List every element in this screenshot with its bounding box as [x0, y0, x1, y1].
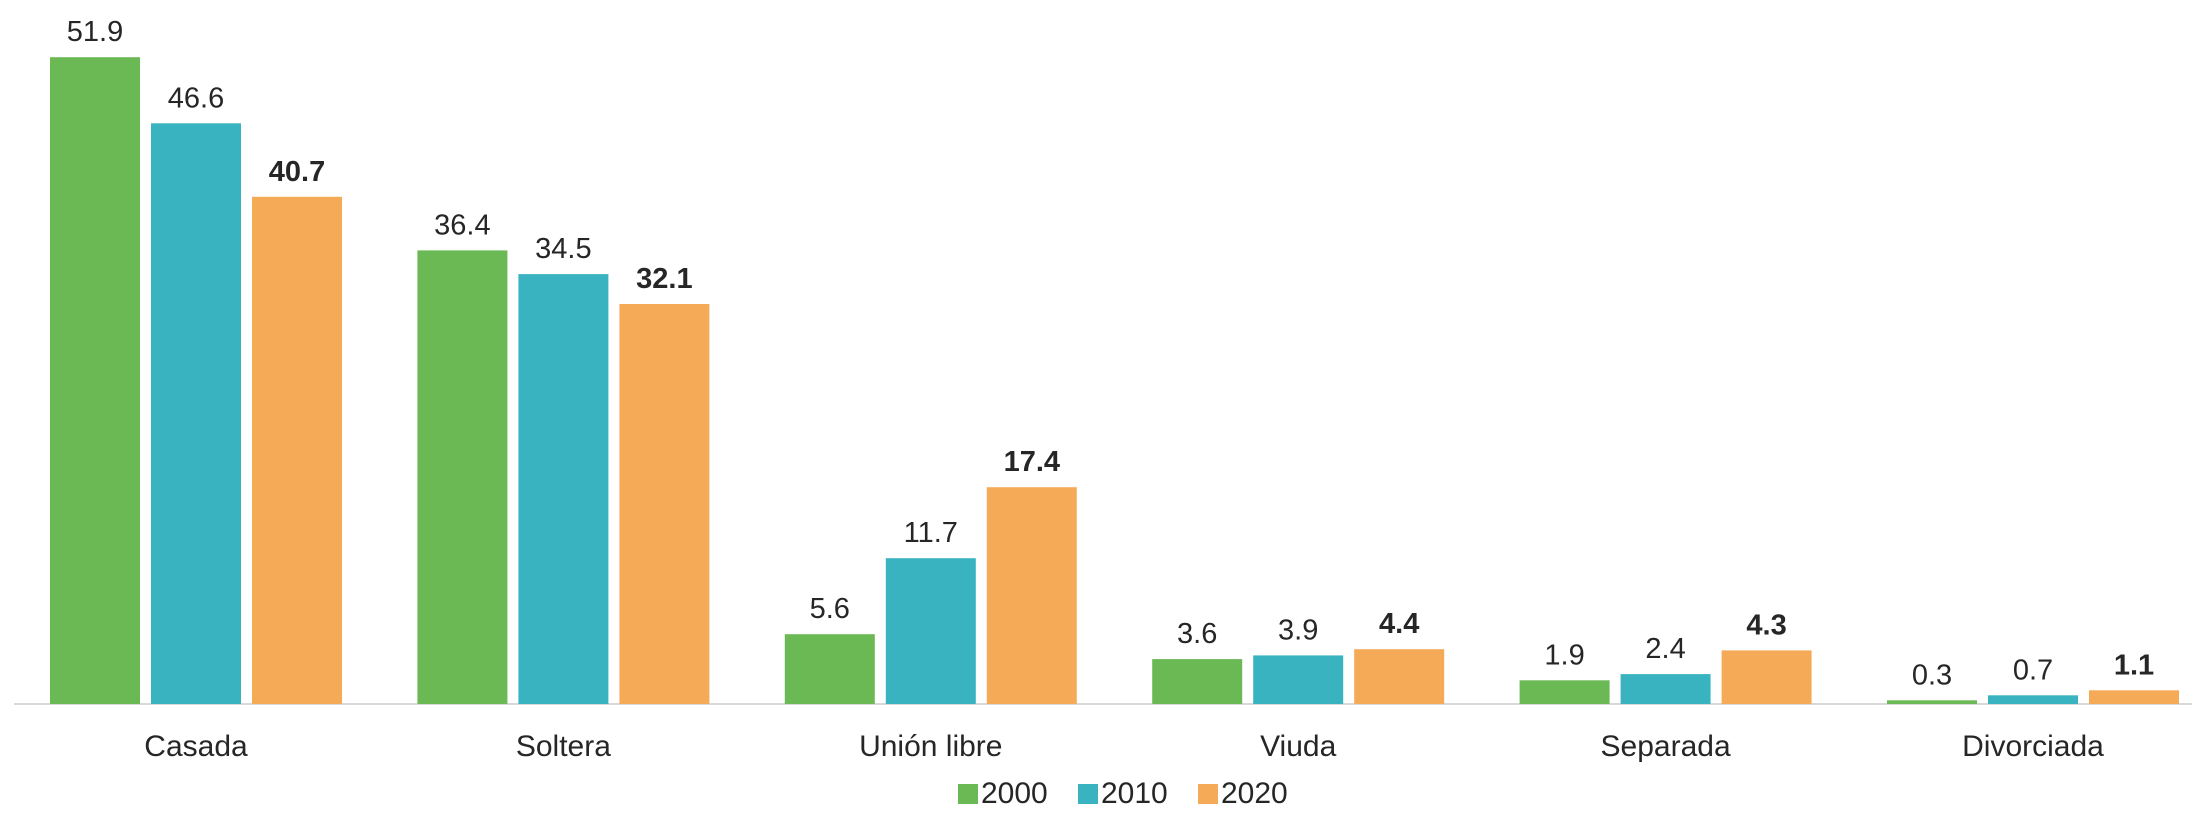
bar-casada-2010: [151, 123, 241, 705]
value-label-separada-2000: 1.9: [1544, 639, 1584, 671]
value-label-separada-2010: 2.4: [1645, 633, 1685, 665]
value-label-union-libre-2010: 11.7: [904, 517, 958, 549]
value-label-viuda-2000: 3.6: [1177, 618, 1217, 650]
category-label-separada: Separada: [1601, 730, 1731, 763]
category-label-casada: Casada: [144, 730, 248, 763]
legend-label-2010: 2010: [1101, 777, 1168, 810]
value-label-soltera-2020: 32.1: [636, 263, 692, 295]
bar-viuda-2000: [1152, 659, 1243, 704]
value-label-union-libre-2020: 17.4: [1004, 446, 1060, 478]
value-label-casada-2010: 46.6: [168, 82, 224, 114]
value-label-casada-2000: 51.9: [67, 16, 123, 48]
bar-viuda-2020: [1354, 649, 1445, 704]
category-label-divorciada: Divorciada: [1962, 730, 2104, 763]
bar-separada-2010: [1620, 674, 1711, 704]
bar-casada-2020: [252, 196, 342, 705]
bar-separada-2020: [1721, 650, 1812, 704]
value-label-casada-2020: 40.7: [269, 156, 325, 188]
bar-soltera-2010: [518, 274, 609, 704]
category-label-viuda: Viuda: [1260, 730, 1337, 763]
category-label-union-libre: Unión libre: [859, 730, 1002, 763]
legend-swatch-2000: [958, 784, 978, 804]
value-label-divorciada-2000: 0.3: [1912, 659, 1952, 691]
value-label-soltera-2010: 34.5: [535, 233, 591, 265]
value-label-union-libre-2000: 5.6: [810, 593, 850, 625]
bar-viuda-2010: [1253, 655, 1344, 704]
value-label-separada-2020: 4.3: [1746, 609, 1786, 641]
bar-casada-2000: [50, 57, 140, 704]
value-label-soltera-2000: 36.4: [434, 209, 490, 241]
value-label-viuda-2020: 4.4: [1379, 608, 1419, 640]
bar-separada-2000: [1519, 680, 1610, 704]
category-label-soltera: Soltera: [516, 730, 611, 763]
bar-soltera-2020: [619, 304, 710, 704]
bar-divorciada-2000: [1887, 700, 1977, 704]
value-labels-layer: 51.9 46.6 40.7 36.4 34.5 32.1 5.6 11.7 17.4 3.6 3.…: [67, 16, 2154, 691]
bar-union-libre-2000: [784, 634, 875, 704]
legend: 2000 2010 2020: [958, 777, 1288, 810]
category-labels-layer: Casada Soltera Unión libre Viuda Separada Div…: [144, 730, 2104, 763]
value-label-divorciada-2010: 0.7: [2013, 654, 2053, 686]
value-label-divorciada-2020: 1.1: [2114, 649, 2154, 681]
bar-divorciada-2010: [1988, 695, 2078, 704]
bars-layer: [50, 57, 2179, 705]
bar-divorciada-2020: [2089, 690, 2179, 704]
bar-union-libre-2020: [986, 487, 1077, 704]
bar-soltera-2000: [417, 250, 508, 704]
legend-swatch-2020: [1198, 784, 1218, 804]
legend-swatch-2010: [1078, 784, 1098, 804]
value-label-viuda-2010: 3.9: [1278, 614, 1318, 646]
legend-label-2020: 2020: [1221, 777, 1288, 810]
legend-label-2000: 2000: [981, 777, 1048, 810]
bar-union-libre-2010: [885, 558, 976, 704]
